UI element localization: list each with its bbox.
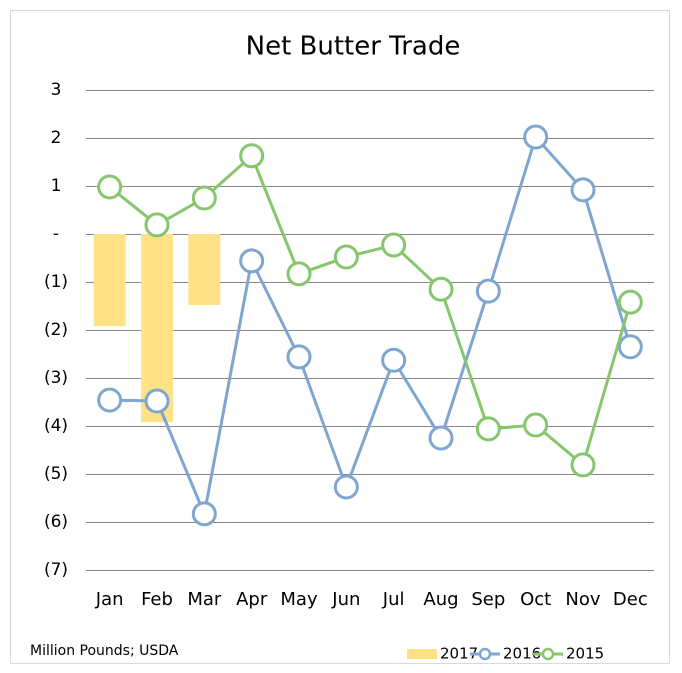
point (617, 289, 643, 315)
point (97, 174, 123, 200)
point (239, 143, 265, 169)
x-tick-label: Apr (236, 589, 268, 610)
y-tick-label: (3) (44, 368, 68, 388)
y-tick-label: 1 (51, 176, 62, 196)
point (286, 261, 312, 287)
point (570, 177, 596, 203)
x-tick-label: Dec (613, 589, 648, 610)
y-tick-label: (4) (44, 416, 68, 436)
y-tick-label: 3 (51, 80, 62, 100)
legend-label: 2015 (566, 645, 604, 663)
point (523, 124, 549, 150)
x-tick-label: Jun (331, 589, 360, 610)
point (617, 334, 643, 360)
y-tick-label: (5) (44, 464, 68, 484)
x-tick-label: Jul (382, 589, 405, 610)
x-tick-label: May (280, 589, 318, 610)
legend-label: 2016 (503, 645, 541, 663)
x-tick-label: Mar (187, 589, 222, 610)
legend-swatch (541, 647, 555, 661)
source-note: Million Pounds; USDA (30, 643, 179, 659)
x-tick-label: Jan (95, 589, 124, 610)
chart-frame (10, 10, 670, 664)
point (381, 232, 407, 258)
y-tick-label: 2 (51, 128, 62, 148)
point (144, 212, 170, 238)
point (475, 416, 501, 442)
point (428, 276, 454, 302)
bar (188, 234, 221, 306)
point (333, 474, 359, 500)
point (286, 344, 312, 370)
point (333, 244, 359, 270)
point (523, 412, 549, 438)
legend-swatch (478, 647, 492, 661)
point (97, 387, 123, 413)
x-tick-label: Nov (565, 589, 600, 610)
point (239, 248, 265, 274)
point (428, 425, 454, 451)
chart-title: Net Butter Trade (246, 32, 461, 62)
x-tick-label: Sep (471, 589, 505, 610)
legend-label: 2017 (440, 645, 478, 663)
legend-swatch (407, 649, 437, 659)
x-tick-label: Oct (520, 589, 551, 610)
point (475, 278, 501, 304)
y-tick-label: (1) (44, 272, 68, 292)
bar (93, 234, 126, 327)
point (381, 347, 407, 373)
x-tick-label: Aug (423, 589, 458, 610)
y-tick-label: - (53, 224, 59, 244)
y-tick-label: (7) (44, 560, 68, 580)
y-tick-label: (6) (44, 512, 68, 532)
point (191, 185, 217, 211)
x-tick-label: Feb (141, 589, 173, 610)
y-tick-label: (2) (44, 320, 68, 340)
point (570, 452, 596, 478)
point (144, 388, 170, 414)
point (191, 501, 217, 527)
